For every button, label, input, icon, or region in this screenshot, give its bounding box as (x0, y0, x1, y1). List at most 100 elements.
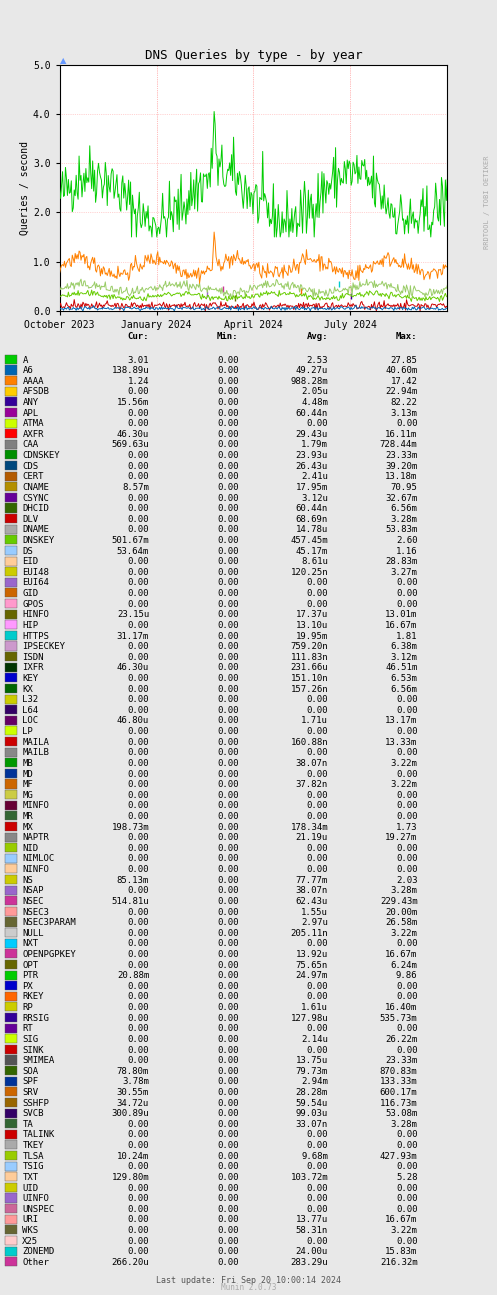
Text: 46.51m: 46.51m (385, 663, 417, 672)
Text: 28.28m: 28.28m (296, 1088, 328, 1097)
Text: SMIMEA: SMIMEA (22, 1057, 55, 1066)
Text: OPENPGPKEY: OPENPGPKEY (22, 951, 76, 960)
Text: APL: APL (22, 409, 38, 417)
Text: 0.00: 0.00 (307, 1141, 328, 1150)
Text: 75.65n: 75.65n (296, 961, 328, 970)
Text: 569.63u: 569.63u (111, 440, 149, 449)
Text: SINK: SINK (22, 1045, 44, 1054)
Text: TKEY: TKEY (22, 1141, 44, 1150)
Text: 0.00: 0.00 (217, 812, 239, 821)
Text: 0.00: 0.00 (128, 1120, 149, 1129)
Text: 4.48m: 4.48m (301, 398, 328, 407)
Text: 0.00: 0.00 (217, 982, 239, 991)
Text: CSYNC: CSYNC (22, 493, 49, 502)
Text: 0.00: 0.00 (307, 706, 328, 715)
Text: 0.00: 0.00 (217, 749, 239, 758)
Text: 535.73m: 535.73m (380, 1014, 417, 1023)
Text: 17.95m: 17.95m (296, 483, 328, 492)
Text: 79.73m: 79.73m (296, 1067, 328, 1076)
Text: 0.00: 0.00 (217, 366, 239, 376)
Text: 2.14u: 2.14u (301, 1035, 328, 1044)
Text: 0.00: 0.00 (128, 749, 149, 758)
Text: 46.30u: 46.30u (117, 663, 149, 672)
Text: 13.75u: 13.75u (296, 1057, 328, 1066)
Text: CDS: CDS (22, 462, 38, 470)
Text: 0.00: 0.00 (217, 1014, 239, 1023)
Text: 0.00: 0.00 (307, 939, 328, 948)
Text: 0.00: 0.00 (396, 726, 417, 736)
Text: TSIG: TSIG (22, 1163, 44, 1171)
Text: 0.00: 0.00 (217, 473, 239, 482)
Text: HTTPS: HTTPS (22, 632, 49, 641)
Text: 0.00: 0.00 (396, 579, 417, 588)
Text: 19.95m: 19.95m (296, 632, 328, 641)
Text: 728.44m: 728.44m (380, 440, 417, 449)
Text: 3.13m: 3.13m (391, 409, 417, 417)
Text: MF: MF (22, 780, 33, 789)
Text: MD: MD (22, 769, 33, 778)
Text: 1.61u: 1.61u (301, 1004, 328, 1013)
Text: 0.00: 0.00 (128, 1194, 149, 1203)
Text: 0.00: 0.00 (217, 493, 239, 502)
Text: 0.00: 0.00 (307, 600, 328, 609)
Text: 0.00: 0.00 (128, 769, 149, 778)
Text: 2.53: 2.53 (307, 356, 328, 364)
Text: 0.00: 0.00 (217, 451, 239, 460)
Text: 0.00: 0.00 (128, 929, 149, 938)
Text: UNSPEC: UNSPEC (22, 1204, 55, 1213)
Text: 28.83m: 28.83m (385, 557, 417, 566)
Text: 0.00: 0.00 (217, 557, 239, 566)
Text: 3.22m: 3.22m (391, 1226, 417, 1235)
Text: 0.00: 0.00 (128, 812, 149, 821)
Text: 0.00: 0.00 (396, 749, 417, 758)
Text: 3.28m: 3.28m (391, 1120, 417, 1129)
Text: 46.80u: 46.80u (117, 716, 149, 725)
Text: 129.80m: 129.80m (111, 1173, 149, 1182)
Text: 0.00: 0.00 (128, 1226, 149, 1235)
Text: 0.00: 0.00 (217, 377, 239, 386)
Text: 216.32m: 216.32m (380, 1257, 417, 1267)
Text: ZONEMD: ZONEMD (22, 1247, 55, 1256)
Text: 0.00: 0.00 (128, 473, 149, 482)
Text: 231.66u: 231.66u (290, 663, 328, 672)
Text: 0.00: 0.00 (396, 1204, 417, 1213)
Text: NSAP: NSAP (22, 886, 44, 895)
Text: 0.00: 0.00 (217, 673, 239, 682)
Text: 3.22m: 3.22m (391, 780, 417, 789)
Text: 120.25n: 120.25n (290, 567, 328, 576)
Text: 0.00: 0.00 (128, 514, 149, 523)
Text: 8.61u: 8.61u (301, 557, 328, 566)
Text: 0.00: 0.00 (128, 1131, 149, 1140)
Text: 0.00: 0.00 (307, 1024, 328, 1033)
Text: URI: URI (22, 1216, 38, 1224)
Text: 0.00: 0.00 (307, 420, 328, 429)
Text: 6.38m: 6.38m (391, 642, 417, 651)
Text: NSEC: NSEC (22, 897, 44, 906)
Text: 6.53m: 6.53m (391, 673, 417, 682)
Text: 138.89u: 138.89u (111, 366, 149, 376)
Text: 29.43u: 29.43u (296, 430, 328, 439)
Text: SPF: SPF (22, 1077, 38, 1087)
Text: 0.00: 0.00 (307, 1204, 328, 1213)
Text: 0.00: 0.00 (307, 802, 328, 811)
Text: MB: MB (22, 759, 33, 768)
Text: 0.00: 0.00 (128, 1141, 149, 1150)
Text: 26.58m: 26.58m (385, 918, 417, 927)
Text: 1.55u: 1.55u (301, 908, 328, 917)
Text: 1.79m: 1.79m (301, 440, 328, 449)
Text: SOA: SOA (22, 1067, 38, 1076)
Text: 0.00: 0.00 (217, 398, 239, 407)
Text: 13.01m: 13.01m (385, 610, 417, 619)
Text: 0.00: 0.00 (217, 430, 239, 439)
Text: Munin 2.0.73: Munin 2.0.73 (221, 1283, 276, 1292)
Text: 127.98u: 127.98u (290, 1014, 328, 1023)
Text: 37.82n: 37.82n (296, 780, 328, 789)
Text: 53.08m: 53.08m (385, 1110, 417, 1119)
Text: EUI64: EUI64 (22, 579, 49, 588)
Text: 178.34m: 178.34m (290, 822, 328, 831)
Text: 2.60: 2.60 (396, 536, 417, 545)
Text: 0.00: 0.00 (128, 706, 149, 715)
Text: 0.00: 0.00 (396, 1194, 417, 1203)
Text: 0.00: 0.00 (307, 1237, 328, 1246)
Text: 0.00: 0.00 (128, 1216, 149, 1224)
